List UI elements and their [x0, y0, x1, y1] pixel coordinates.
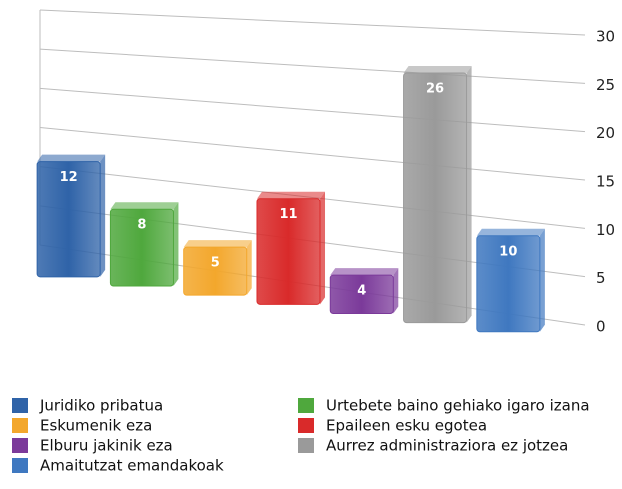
y-tick-label: 30: [596, 28, 615, 46]
bar-side: [393, 268, 399, 314]
value-label: 12: [60, 170, 78, 185]
bar-side: [466, 66, 472, 323]
value-label: 4: [357, 284, 366, 299]
bar: [183, 246, 248, 296]
legend-swatch: [12, 418, 28, 433]
bar-top: [476, 228, 545, 236]
grid-line: [39, 48, 586, 84]
grid-line: [39, 9, 586, 36]
y-tick-label: 0: [596, 318, 606, 336]
value-label: 5: [211, 256, 220, 271]
legend-swatch: [298, 438, 314, 453]
bar-side: [246, 240, 252, 296]
legend-label: Epaileen esku egotea: [326, 417, 487, 435]
bar-top: [330, 268, 399, 276]
bar-side: [320, 191, 326, 305]
legend-swatch: [12, 398, 28, 413]
legend-label: Elburu jakinik eza: [40, 437, 173, 455]
legend-label: Urtebete baino gehiako igaro izana: [326, 397, 590, 415]
value-label: 8: [137, 218, 146, 233]
y-tick-label: 15: [596, 173, 615, 191]
legend-swatch: [298, 418, 314, 433]
bar-top: [256, 191, 326, 199]
value-label: 10: [499, 244, 517, 259]
legend-label: Eskumenik eza: [40, 417, 152, 435]
grid-line: [39, 127, 586, 181]
legend-label: Amaitutzat emandakoak: [40, 457, 224, 475]
legend-label: Aurrez administraziora ez jotzea: [326, 437, 568, 455]
bar-top: [37, 154, 106, 162]
bar-side: [539, 228, 545, 332]
y-tick-label: 20: [596, 124, 615, 142]
value-label: 26: [426, 82, 444, 97]
y-tick-label: 5: [596, 269, 606, 287]
bar-top: [403, 66, 472, 74]
y-tick-label: 10: [596, 221, 615, 239]
bar-side: [100, 154, 106, 277]
bar-top: [183, 240, 252, 248]
bar-top: [110, 202, 179, 210]
bar: [403, 72, 468, 324]
legend-label: Juridiko pribatua: [39, 397, 163, 415]
y-tick-label: 25: [596, 76, 615, 94]
legend-swatch: [298, 398, 314, 413]
grid-line: [39, 87, 586, 133]
legend-swatch: [12, 458, 28, 473]
value-label: 11: [279, 207, 297, 222]
bar-side: [173, 202, 179, 286]
legend-swatch: [12, 438, 28, 453]
